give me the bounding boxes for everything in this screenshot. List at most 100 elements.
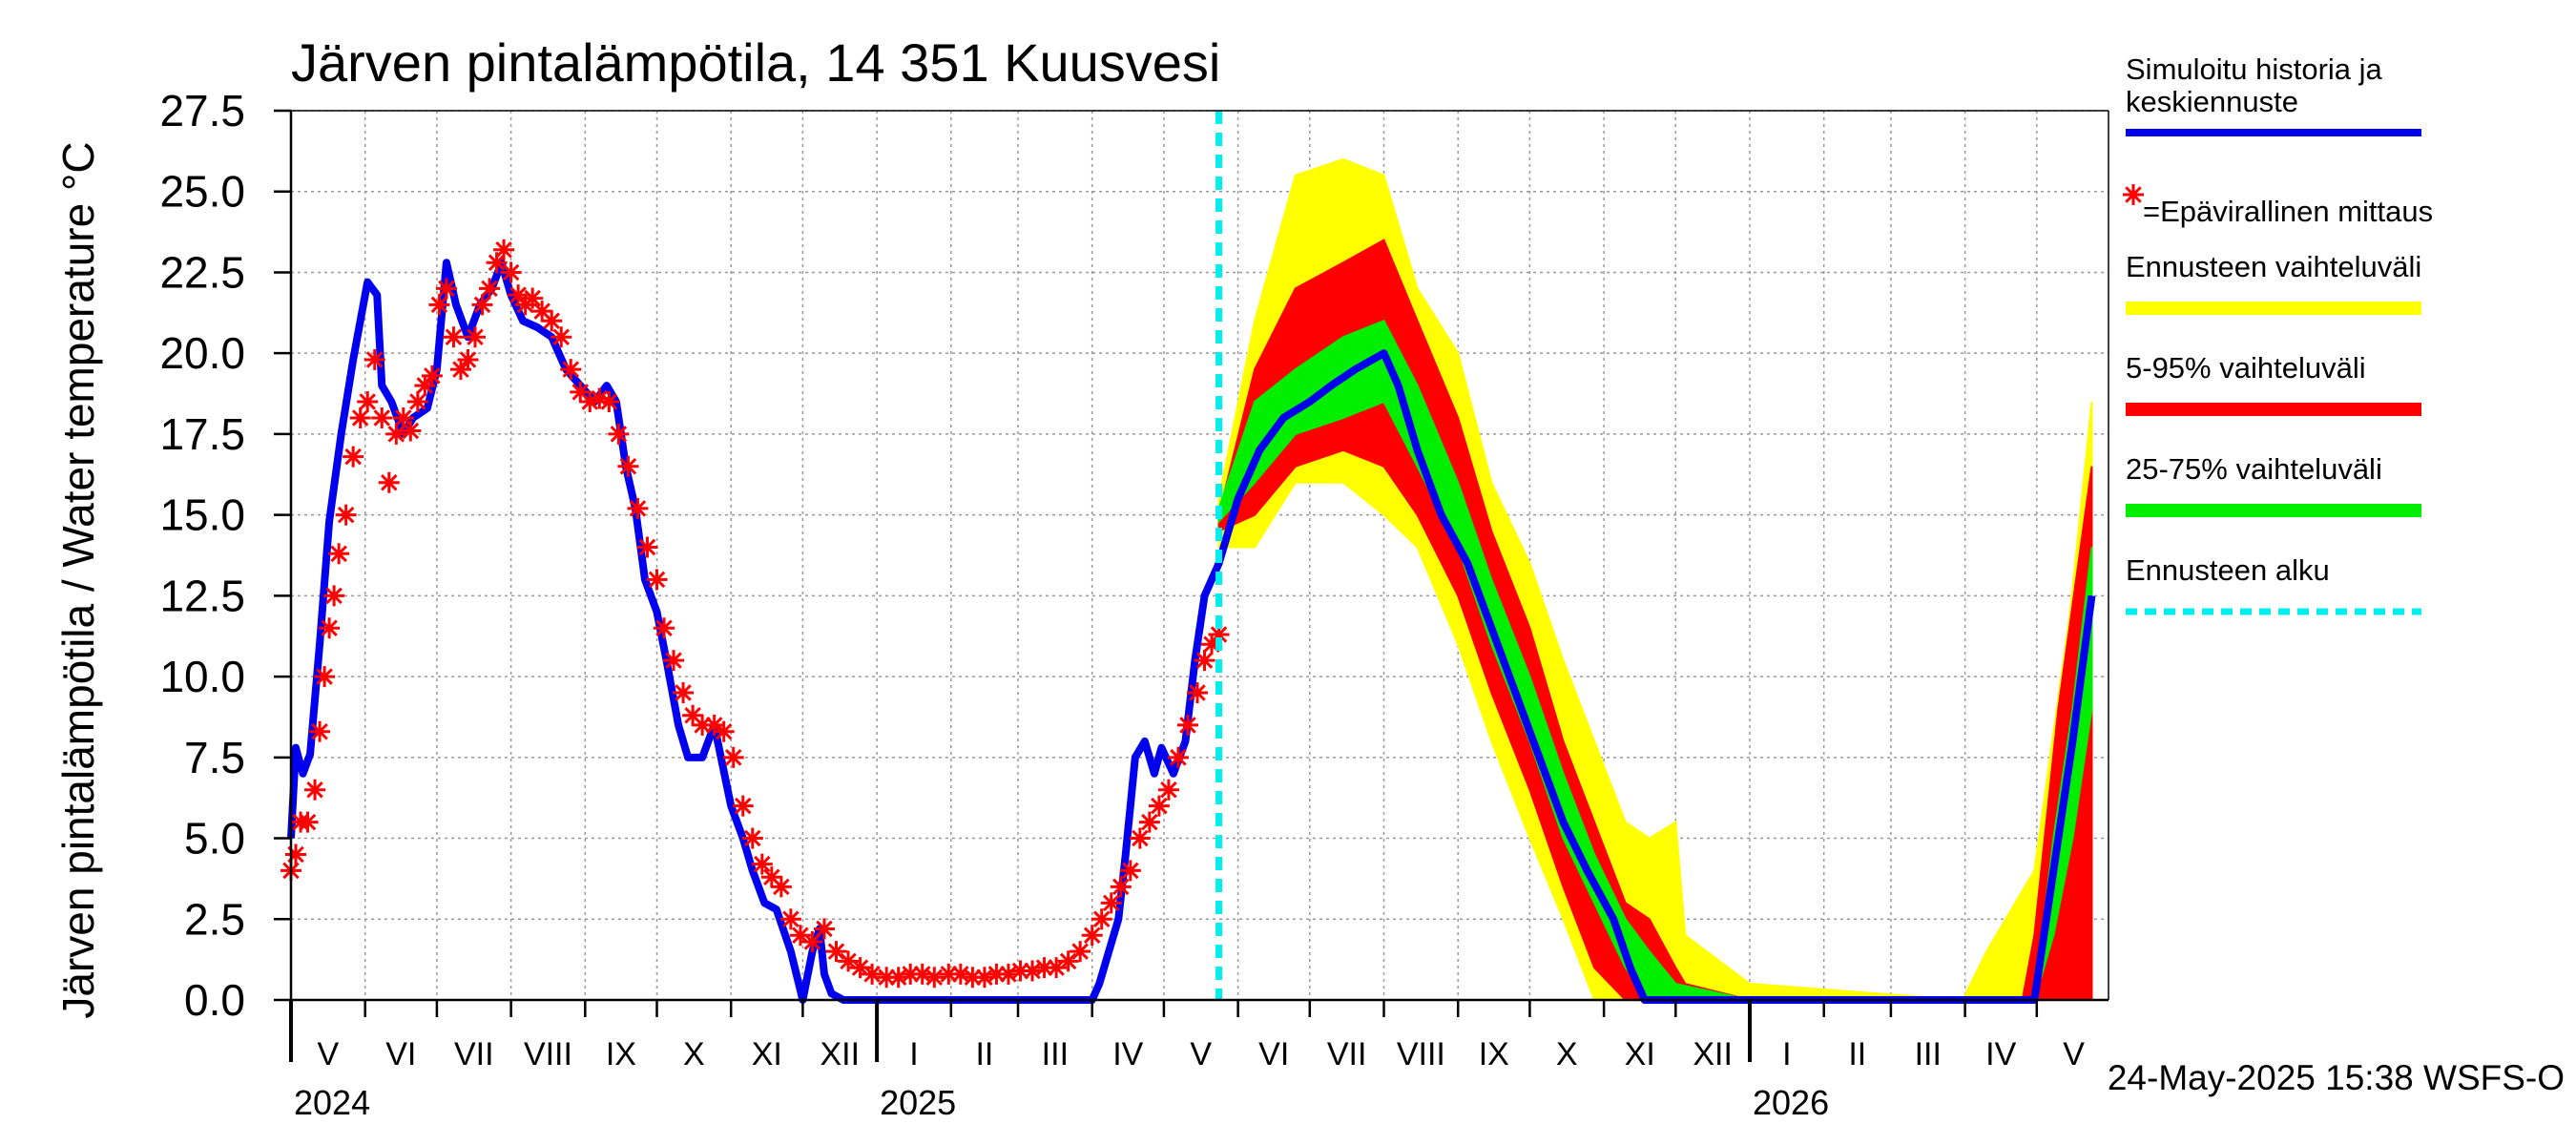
marker-stroke	[387, 426, 405, 443]
year-label: 2026	[1753, 1083, 1829, 1122]
month-label: III	[1042, 1036, 1069, 1072]
marker-stroke	[373, 409, 391, 427]
measurement-marker	[1119, 860, 1141, 882]
year-label: 2024	[294, 1083, 370, 1122]
measurement-marker	[1110, 876, 1132, 898]
measurement-marker	[1070, 941, 1091, 963]
measurement-marker	[825, 941, 847, 963]
measurement-marker	[541, 310, 563, 332]
marker-stroke	[1024, 962, 1041, 980]
marker-stroke	[724, 749, 742, 766]
marker-stroke	[792, 926, 809, 944]
measurement-marker	[1157, 779, 1179, 801]
measurement-marker	[443, 326, 465, 348]
measurement-marker	[741, 827, 763, 849]
marker-stroke	[1122, 862, 1139, 880]
measurement-marker	[435, 278, 457, 300]
marker-stroke	[803, 933, 821, 950]
measurement-marker	[673, 682, 695, 704]
measurement-marker	[371, 406, 393, 428]
month-label: VIII	[524, 1036, 572, 1072]
measurement-marker	[551, 326, 572, 348]
marker-stroke	[878, 968, 895, 987]
month-label: IX	[1479, 1036, 1509, 1072]
measurement-marker	[570, 381, 592, 403]
marker-stroke	[1035, 959, 1053, 976]
marker-stroke	[1195, 652, 1214, 669]
measurement-marker	[357, 391, 379, 413]
marker-stroke	[1189, 684, 1206, 701]
measurement-marker	[500, 261, 522, 283]
measurement-marker	[465, 326, 487, 348]
measurement-marker	[335, 504, 357, 526]
marker-stroke	[763, 868, 780, 885]
marker-stroke	[1102, 894, 1120, 912]
legend-label: Ennusteen vaihteluväli	[2126, 250, 2421, 283]
measurement-marker	[406, 391, 428, 413]
marker-stroke	[1132, 829, 1149, 847]
measurement-marker	[493, 239, 515, 260]
measurement-marker	[486, 252, 508, 274]
legend-label: Simuloitu historia ja keskiennuste	[2126, 52, 2383, 118]
measurement-marker	[1138, 811, 1160, 833]
marker-stroke	[629, 500, 647, 517]
marker-stroke	[430, 296, 448, 314]
marker-stroke	[913, 966, 931, 983]
month-label: II	[975, 1036, 993, 1072]
marker-stroke	[409, 393, 426, 410]
marker-stroke	[381, 473, 398, 491]
marker-stroke	[467, 328, 484, 345]
marker-stroke	[424, 367, 441, 385]
measurement-marker	[1167, 746, 1189, 768]
month-label: IV	[1112, 1036, 1143, 1072]
measurement-marker	[1176, 714, 1198, 736]
measurement-marker	[1148, 795, 1170, 817]
marker-stroke	[610, 426, 628, 443]
month-label: V	[318, 1036, 340, 1072]
y-tick-label: 20.0	[159, 328, 245, 378]
marker-stroke	[402, 422, 420, 440]
marker-stroke	[452, 361, 469, 378]
measurement-marker	[849, 957, 871, 979]
marker-stroke	[581, 393, 599, 410]
marker-stroke	[665, 652, 682, 669]
legend-label: Ennusteen alku	[2126, 553, 2330, 587]
measurement-marker	[654, 617, 675, 639]
marker-stroke	[600, 393, 618, 410]
y-tick-label: 0.0	[184, 975, 245, 1025]
marker-stroke	[1048, 959, 1065, 976]
marker-stroke	[344, 448, 362, 466]
marker-stroke	[987, 966, 1006, 983]
measurement-marker	[663, 650, 685, 672]
marker-stroke	[694, 717, 711, 734]
marker-stroke	[1112, 878, 1130, 896]
month-label: XII	[1693, 1036, 1733, 1072]
marker-stroke	[1071, 943, 1089, 960]
marker-stroke	[473, 296, 491, 314]
legend-label-line: Simuloitu historia ja	[2126, 52, 2383, 86]
marker-stroke	[684, 706, 701, 724]
month-label: III	[1915, 1036, 1942, 1072]
measurement-marker	[471, 294, 493, 316]
marker-stroke	[306, 781, 323, 799]
marker-stroke	[715, 722, 733, 740]
measurement-marker	[314, 666, 336, 688]
measurement-marker	[349, 406, 371, 428]
measurement-marker	[343, 446, 364, 468]
marker-stroke	[619, 458, 637, 475]
marker-stroke	[675, 684, 692, 701]
marker-stroke	[325, 587, 343, 605]
marker-stroke	[952, 966, 969, 983]
marker-stroke	[533, 302, 551, 320]
month-label: VII	[1327, 1036, 1367, 1072]
legend-label: =Epävirallinen mittaus	[2143, 195, 2433, 228]
measurement-marker	[986, 963, 1008, 985]
marker-stroke	[445, 328, 463, 345]
marker-stroke	[337, 506, 355, 524]
measurement-marker	[449, 359, 471, 381]
marker-stroke	[705, 717, 723, 734]
month-label: I	[909, 1036, 918, 1072]
marker-stroke	[316, 668, 333, 685]
legend-label: 25-75% vaihteluväli	[2126, 452, 2382, 486]
